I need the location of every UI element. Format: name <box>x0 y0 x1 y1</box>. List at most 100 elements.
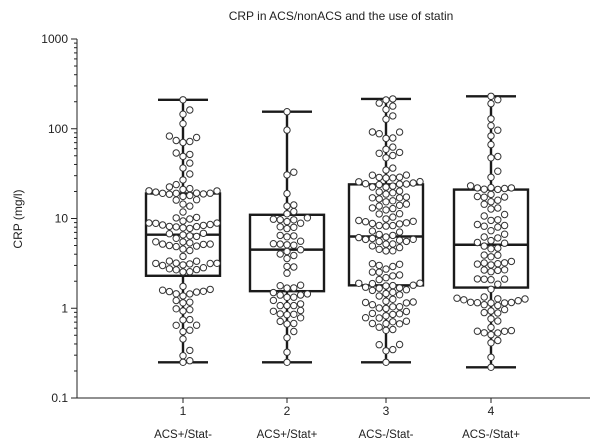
data-point <box>466 298 475 306</box>
data-point <box>382 154 390 162</box>
data-point <box>389 102 397 110</box>
data-point <box>389 303 397 311</box>
data-point <box>402 307 411 316</box>
data-point <box>480 293 488 301</box>
data-point <box>283 284 291 292</box>
data-point <box>382 297 390 305</box>
category-label: ACS-/Stat- <box>359 429 414 441</box>
data-point <box>165 287 174 296</box>
data-point <box>375 195 383 203</box>
data-point <box>145 187 153 195</box>
data-point <box>192 222 201 231</box>
data-point <box>290 241 298 249</box>
data-point <box>361 235 370 244</box>
data-point <box>290 310 298 318</box>
data-point <box>179 152 187 161</box>
data-point <box>480 233 488 241</box>
data-point <box>355 279 363 287</box>
data-point <box>186 268 194 276</box>
data-point <box>165 230 174 238</box>
data-point <box>283 217 291 226</box>
data-point <box>382 304 390 313</box>
data-point <box>375 323 383 331</box>
data-point <box>494 260 502 268</box>
data-point <box>409 235 417 244</box>
data-point <box>172 242 180 251</box>
data-point <box>192 189 201 197</box>
data-point <box>382 326 390 334</box>
data-point <box>402 299 411 307</box>
data-point <box>283 254 291 263</box>
data-point <box>355 216 363 225</box>
data-point <box>186 170 194 178</box>
data-point <box>402 171 411 179</box>
data-point <box>382 222 390 230</box>
data-point <box>395 271 404 279</box>
data-point <box>152 238 160 246</box>
data-point <box>276 291 284 299</box>
data-point <box>402 193 411 201</box>
data-point <box>186 224 194 233</box>
data-point <box>192 257 201 265</box>
data-point <box>487 299 495 307</box>
data-point <box>382 183 390 191</box>
data-point <box>409 179 417 187</box>
data-point <box>179 224 187 232</box>
data-point <box>375 210 383 218</box>
data-point <box>368 171 377 179</box>
data-point <box>409 281 417 289</box>
data-point <box>186 315 194 324</box>
data-point <box>186 298 194 306</box>
data-point <box>283 108 291 116</box>
data-point <box>165 265 174 273</box>
data-point <box>375 221 383 230</box>
data-point <box>382 145 390 154</box>
data-point <box>500 239 509 247</box>
data-point <box>296 237 305 245</box>
data-point <box>375 261 383 270</box>
data-point <box>382 174 390 182</box>
y-tick-label: 100 <box>48 122 68 136</box>
data-point <box>165 183 174 191</box>
data-point <box>382 233 390 241</box>
data-point <box>480 251 488 259</box>
data-point <box>375 237 383 246</box>
data-point <box>382 312 390 320</box>
data-point <box>186 346 194 355</box>
data-point <box>179 238 187 246</box>
data-point <box>199 221 208 230</box>
data-point <box>172 234 180 243</box>
data-point <box>416 279 424 287</box>
data-point <box>179 261 187 269</box>
data-point <box>186 246 194 255</box>
data-point <box>382 282 390 290</box>
data-point <box>283 210 291 218</box>
x-tick-label: 4 <box>488 404 495 418</box>
data-point <box>473 238 482 247</box>
data-point <box>283 320 291 328</box>
data-point <box>158 189 167 198</box>
data-point <box>500 193 509 201</box>
data-point <box>389 189 397 197</box>
data-point <box>276 301 284 310</box>
data-point <box>487 140 495 149</box>
data-point <box>382 166 390 174</box>
data-point <box>172 321 180 329</box>
data-point <box>382 289 390 298</box>
data-point <box>172 189 180 198</box>
data-point <box>487 276 495 284</box>
data-point <box>179 231 187 239</box>
data-point <box>487 115 495 123</box>
data-point <box>395 303 404 311</box>
data-point <box>206 220 214 229</box>
data-point <box>494 301 502 310</box>
data-point <box>473 184 482 192</box>
data-point <box>487 353 495 361</box>
data-point <box>206 259 214 268</box>
data-point <box>192 242 201 250</box>
data-point <box>375 245 383 254</box>
data-point <box>494 295 502 303</box>
data-point <box>192 265 201 274</box>
data-points <box>145 92 529 371</box>
data-point <box>165 222 174 231</box>
